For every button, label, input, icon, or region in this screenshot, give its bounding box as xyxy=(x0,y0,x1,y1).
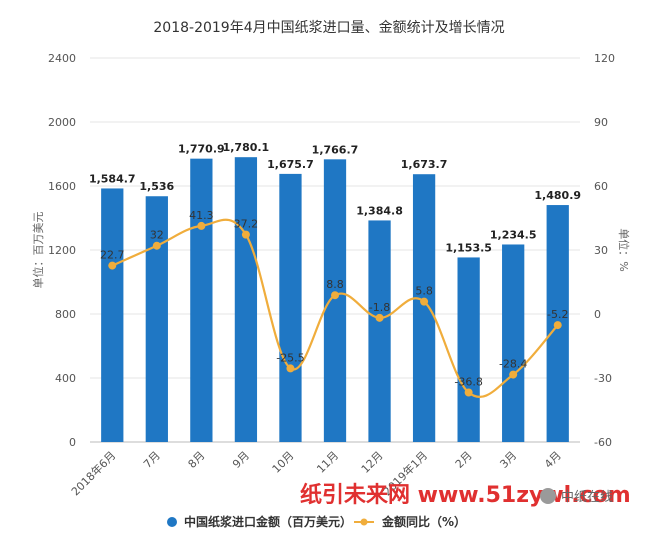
bar-value-label: 1,384.8 xyxy=(356,204,403,217)
line-value-label: 41.3 xyxy=(189,209,214,222)
bar-value-label: 1,480.9 xyxy=(534,189,581,202)
right-axis-label: 单位：% xyxy=(617,228,631,271)
bar-value-label: 1,234.5 xyxy=(490,228,537,241)
legend: 中国纸浆进口金额（百万美元） 金额同比（%） xyxy=(167,514,466,529)
left-tick-label: 1600 xyxy=(48,180,76,193)
line-value-label: 32 xyxy=(150,229,164,242)
bar-value-label: 1,536 xyxy=(139,180,174,193)
left-tick-label: 400 xyxy=(55,372,76,385)
bar-value-labels: 1,584.71,536 1,770.91,780.1 1,675.7 1,766.7… xyxy=(89,141,581,254)
x-tick-label: 2018年6月 xyxy=(68,448,118,498)
bar-value-label: 1,675.7 xyxy=(267,158,314,171)
left-axis-ticks: 0 400 800 1200 1600 2000 2400 xyxy=(48,52,76,449)
x-tick-label: 8月 xyxy=(186,449,208,471)
line-series xyxy=(108,218,562,399)
bar xyxy=(368,220,391,442)
right-tick-label: 90 xyxy=(594,116,608,129)
line-point xyxy=(108,261,117,270)
line-value-labels: 22.7 32 41.3 37.2 -25.5 8.8 -1.8 5.8 -36.8 -28.4 -… xyxy=(100,209,568,389)
line-point xyxy=(509,370,518,379)
x-tick-label: 10月 xyxy=(270,449,297,476)
legend-bar-marker xyxy=(167,517,177,527)
bar xyxy=(457,257,480,442)
right-tick-label: 0 xyxy=(594,308,601,321)
bar xyxy=(412,174,436,442)
right-tick-label: -60 xyxy=(594,436,612,449)
line-value-label: 37.2 xyxy=(234,218,259,231)
line-point xyxy=(197,221,206,230)
bar xyxy=(323,159,347,442)
wechat-icon xyxy=(540,488,556,504)
line-point xyxy=(464,388,473,397)
right-tick-label: -30 xyxy=(594,372,612,385)
line-value-label: 5.8 xyxy=(415,285,433,298)
line-value-label: 22.7 xyxy=(100,249,125,262)
bar-value-label: 1,780.1 xyxy=(223,141,270,154)
chart-title: 2018-2019年4月中国纸浆进口量、金额统计及增长情况 xyxy=(153,20,504,36)
bar-value-label: 1,673.7 xyxy=(401,158,448,171)
bar xyxy=(145,196,168,442)
left-tick-label: 2400 xyxy=(48,52,76,65)
bar-value-label: 1,584.7 xyxy=(89,172,136,185)
bar xyxy=(101,188,124,442)
x-tick-label: 2月 xyxy=(453,449,475,471)
x-tick-label: 12月 xyxy=(359,449,386,476)
line-point xyxy=(375,313,384,322)
line-point xyxy=(152,241,161,250)
right-axis-ticks: -60 -30 0 30 60 90 120 xyxy=(594,52,615,449)
bar-value-label: 1,153.5 xyxy=(445,241,492,254)
wechat-badge-text: 中纸在线 xyxy=(561,490,613,505)
line-value-label: -5.2 xyxy=(547,308,568,321)
right-tick-label: 120 xyxy=(594,52,615,65)
line-value-label: -28.4 xyxy=(499,358,527,371)
line-value-label: -25.5 xyxy=(276,351,304,364)
bar xyxy=(234,157,258,442)
bar xyxy=(279,173,302,442)
line-value-label: -36.8 xyxy=(454,376,482,389)
left-tick-label: 800 xyxy=(55,308,76,321)
right-tick-label: 60 xyxy=(594,180,608,193)
x-tick-label: 11月 xyxy=(314,449,341,476)
x-tick-label: 9月 xyxy=(230,449,252,471)
line-point xyxy=(286,364,295,373)
legend-bar-label: 中国纸浆进口金额（百万美元） xyxy=(184,514,352,529)
left-axis-label: 单位：百万美元 xyxy=(31,212,45,289)
bar xyxy=(190,158,213,442)
bar xyxy=(502,244,525,442)
wechat-badge: 中纸在线 xyxy=(540,488,613,505)
line-point xyxy=(553,321,562,330)
right-tick-label: 30 xyxy=(594,244,608,257)
x-tick-label: 3月 xyxy=(497,449,519,471)
left-tick-label: 0 xyxy=(69,436,76,449)
line-value-label: -1.8 xyxy=(369,301,390,314)
line-value-label: 8.8 xyxy=(326,278,344,291)
line-point xyxy=(331,291,339,300)
left-tick-label: 2000 xyxy=(48,116,76,129)
bar-value-label: 1,766.7 xyxy=(312,143,359,156)
watermark-text: 纸引未来网 www.51zywl.com xyxy=(300,482,631,508)
line-point xyxy=(241,230,250,239)
x-tick-label: 4月 xyxy=(542,449,564,471)
left-tick-label: 1200 xyxy=(48,244,76,257)
legend-line-marker xyxy=(360,518,368,526)
legend-line-label: 金额同比（%） xyxy=(381,514,466,529)
line-point xyxy=(420,297,429,306)
x-tick-label: 7月 xyxy=(141,449,163,471)
bar-series xyxy=(101,157,569,442)
bar-value-label: 1,770.9 xyxy=(178,143,225,156)
